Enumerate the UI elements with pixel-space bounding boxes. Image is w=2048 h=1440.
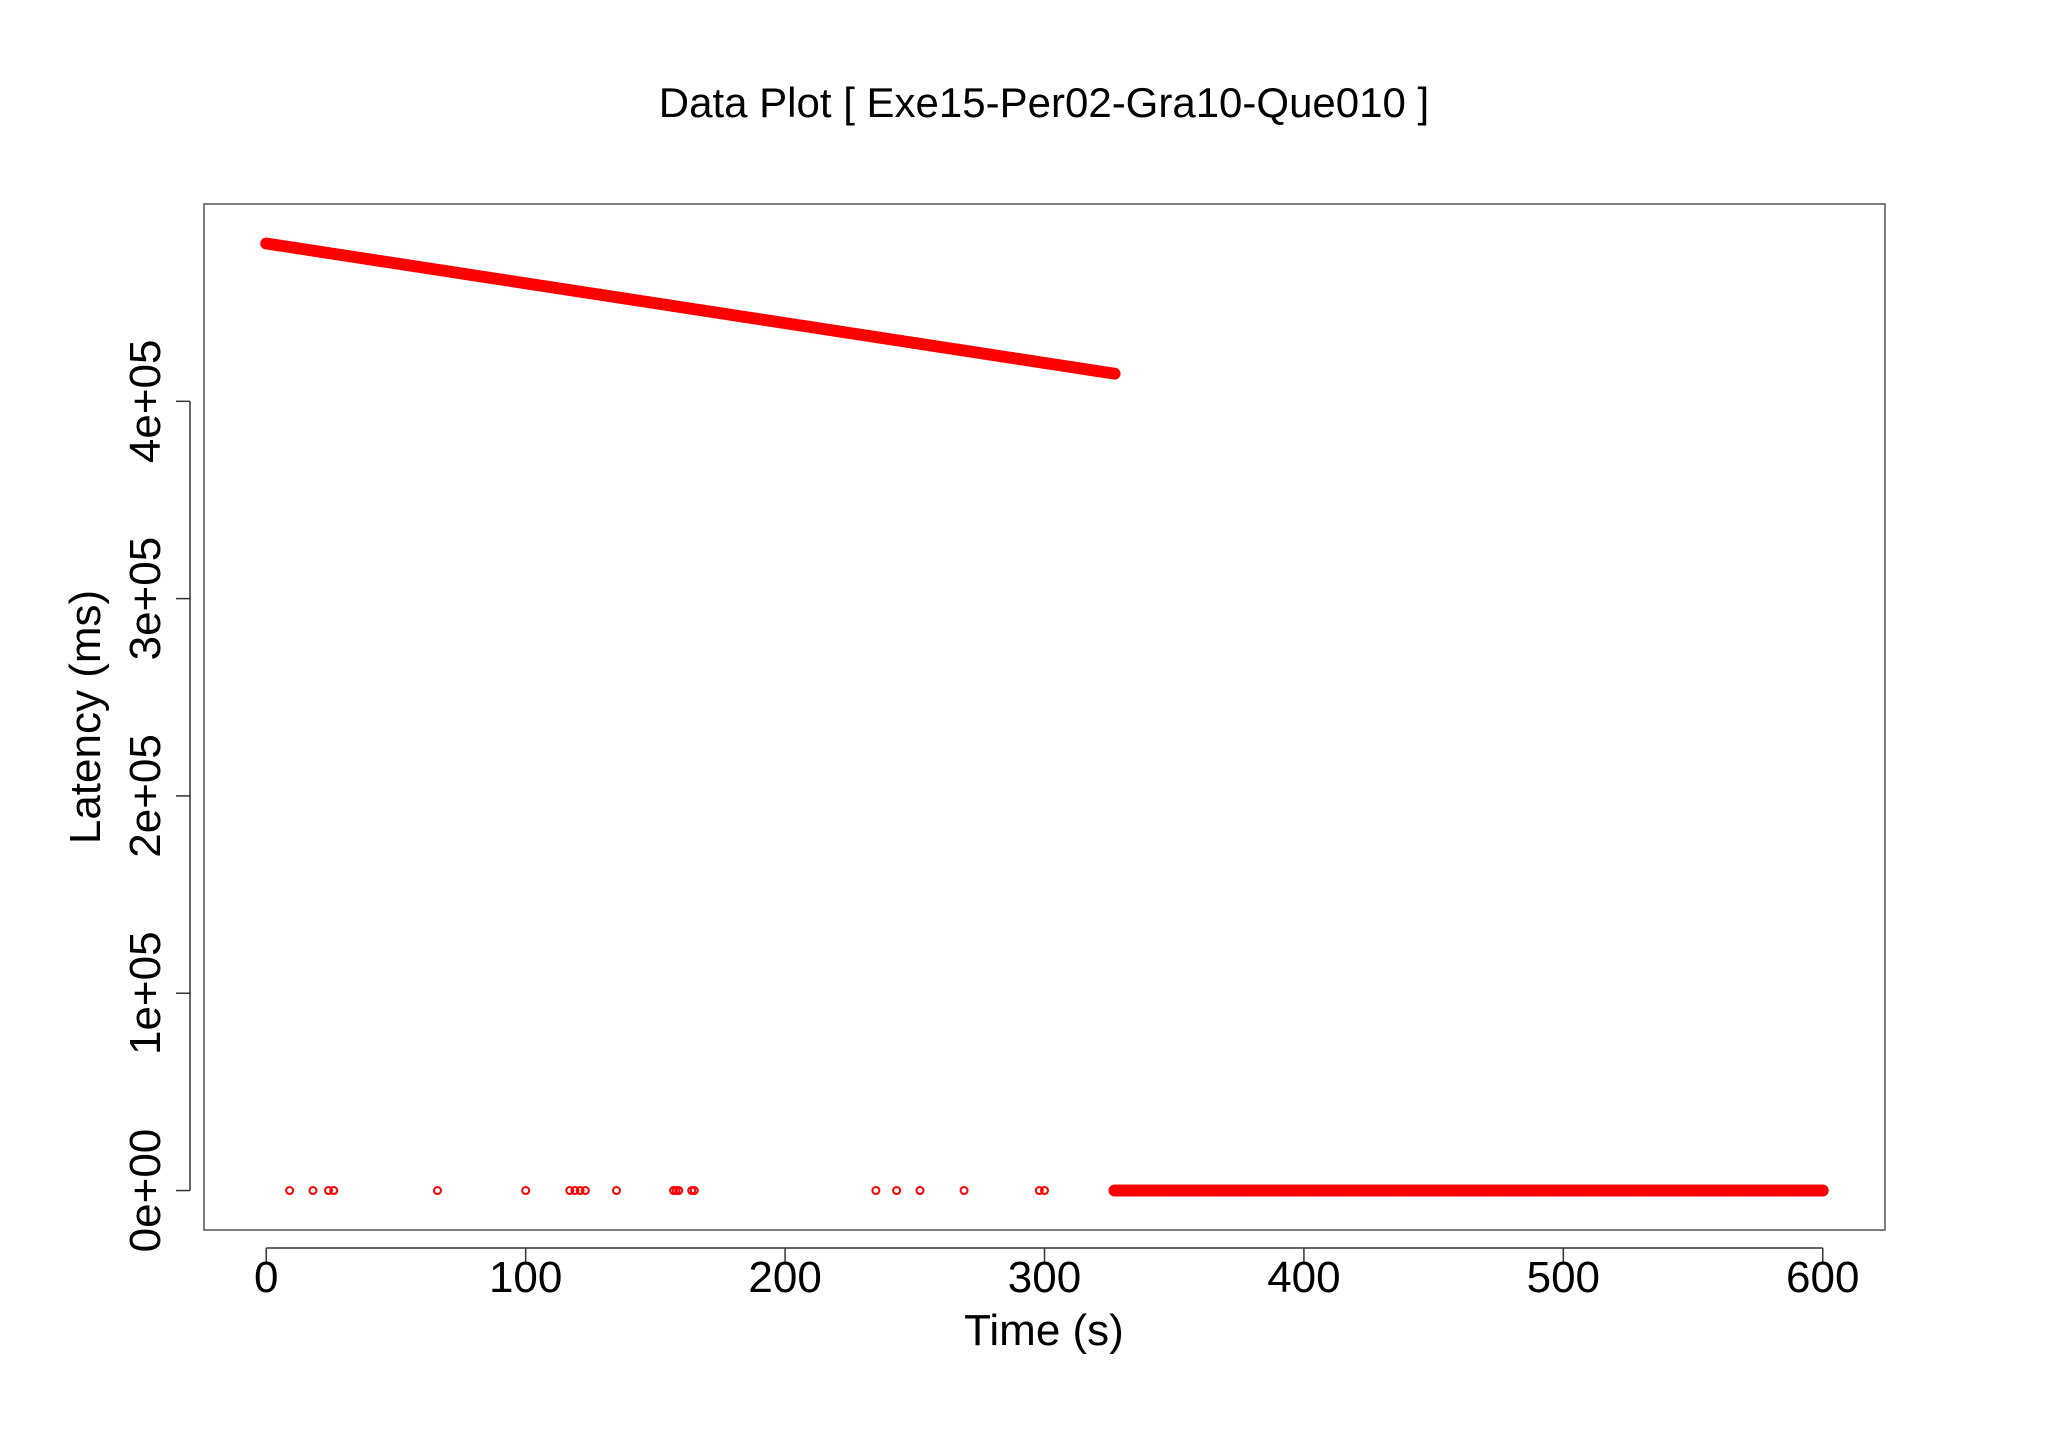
data-point [1816, 1184, 1829, 1197]
data-point [1034, 1186, 1044, 1196]
data-point [308, 1186, 318, 1196]
y-tick-label: 3e+05 [121, 537, 170, 661]
data-point [611, 1186, 621, 1196]
data-point [1108, 367, 1121, 380]
x-tick-label: 100 [489, 1253, 562, 1302]
x-tick-label: 500 [1527, 1253, 1600, 1302]
data-point [674, 1186, 684, 1196]
y-tick-label: 0e+00 [121, 1129, 170, 1253]
data-point [580, 1186, 590, 1196]
data-point [915, 1186, 925, 1196]
data-point [565, 1186, 575, 1196]
data-point [285, 1186, 295, 1196]
y-axis: 0e+00 1e+05 2e+05 3e+05 4e+05 [121, 340, 191, 1253]
y-axis-label: Latency (ms) [61, 590, 110, 844]
x-tick-label: 400 [1267, 1253, 1340, 1302]
x-axis: 0 100 200 300 400 500 600 [254, 1247, 1859, 1302]
y-tick-label: 1e+05 [121, 931, 170, 1055]
x-tick-label: 600 [1786, 1253, 1859, 1302]
data-point [1040, 1186, 1049, 1196]
x-tick-label: 0 [254, 1253, 278, 1302]
y-tick-label: 2e+05 [121, 734, 170, 858]
data-point [432, 1186, 442, 1196]
data-point [575, 1186, 585, 1196]
data-point [329, 1186, 339, 1196]
data-point [570, 1186, 580, 1196]
data-point [871, 1186, 881, 1196]
x-axis-label: Time (s) [964, 1306, 1124, 1355]
data-point [689, 1186, 699, 1196]
x-tick-label: 300 [1008, 1253, 1081, 1302]
y-tick-label: 4e+05 [121, 340, 170, 464]
x-tick-label: 200 [748, 1253, 821, 1302]
plot-frame [203, 203, 1886, 1231]
data-points [260, 237, 1829, 1197]
data-point [521, 1186, 531, 1196]
data-point [324, 1186, 334, 1196]
chart-title: Data Plot [ Exe15-Per02-Gra10-Que010 ] [659, 79, 1429, 126]
data-point [959, 1186, 969, 1196]
data-point [892, 1186, 902, 1196]
